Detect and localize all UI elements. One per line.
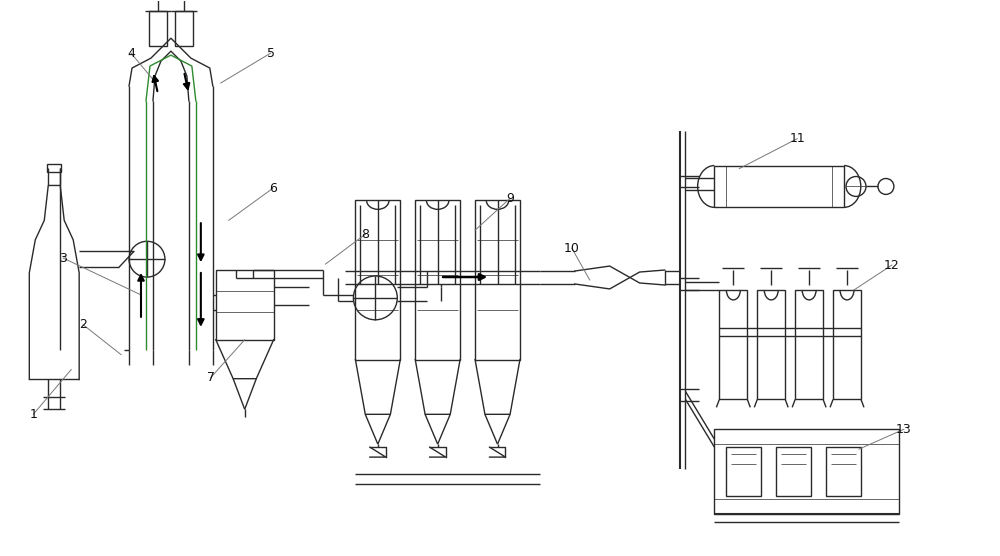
Text: 1: 1 bbox=[29, 408, 37, 421]
Text: 13: 13 bbox=[896, 423, 912, 436]
Text: 11: 11 bbox=[789, 132, 805, 145]
Text: 8: 8 bbox=[361, 228, 369, 241]
Bar bbox=[826, 447, 861, 496]
Bar bbox=[47, 163, 61, 172]
Bar bbox=[216, 270, 274, 340]
Text: 9: 9 bbox=[506, 192, 514, 205]
Bar bbox=[719, 290, 747, 399]
Bar bbox=[355, 200, 400, 360]
Text: 7: 7 bbox=[207, 371, 215, 384]
Text: 10: 10 bbox=[564, 242, 580, 255]
Text: 3: 3 bbox=[59, 252, 67, 265]
Text: 5: 5 bbox=[267, 47, 275, 59]
Bar bbox=[726, 447, 761, 496]
Bar bbox=[795, 290, 823, 399]
Bar bbox=[149, 11, 167, 46]
Text: 2: 2 bbox=[79, 318, 87, 331]
Bar bbox=[776, 447, 811, 496]
Bar bbox=[175, 11, 193, 46]
Text: 6: 6 bbox=[269, 182, 277, 195]
Bar bbox=[475, 200, 520, 360]
Text: 4: 4 bbox=[127, 47, 135, 59]
Bar bbox=[833, 290, 861, 399]
Bar bbox=[757, 290, 785, 399]
Bar bbox=[415, 200, 460, 360]
Bar bbox=[714, 166, 844, 207]
Text: 12: 12 bbox=[884, 259, 900, 271]
Bar bbox=[714, 429, 899, 514]
